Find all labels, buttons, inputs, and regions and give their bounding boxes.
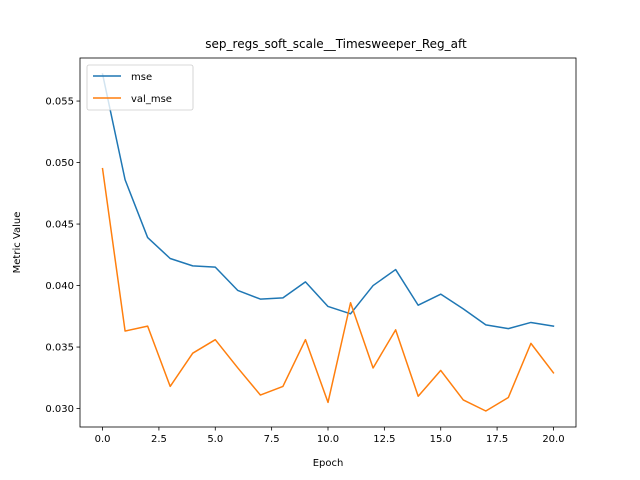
- x-tick-label: 2.5: [151, 434, 167, 445]
- x-axis-label: Epoch: [313, 458, 344, 469]
- x-tick-label: 15.0: [430, 434, 452, 445]
- x-axis-ticks: 0.0 2.5 5.0 7.5 10.0 12.5 15.0 17.5 20.0: [95, 427, 565, 445]
- series-line-val-mse: [101, 167, 555, 412]
- x-tick-label: 17.5: [486, 434, 508, 445]
- legend: mse val_mse: [86, 64, 194, 111]
- x-tick-label: 20.0: [542, 434, 564, 445]
- y-tick-label: 0.040: [45, 281, 74, 292]
- plot-frame: [79, 57, 577, 428]
- x-tick-label: 0.0: [95, 434, 111, 445]
- y-axis-label: Metric Value: [12, 212, 23, 274]
- y-tick-label: 0.030: [45, 404, 74, 415]
- y-tick-label: 0.055: [45, 97, 74, 108]
- x-tick-label: 10.0: [317, 434, 339, 445]
- y-tick-label: 0.035: [45, 343, 74, 354]
- legend-label-mse: mse: [131, 72, 152, 83]
- series-line-mse: [101, 73, 555, 330]
- chart-title: sep_regs_soft_scale__Timesweeper_Reg_aft: [205, 37, 467, 51]
- x-tick-label: 5.0: [207, 434, 223, 445]
- y-tick-label: 0.045: [45, 220, 74, 231]
- legend-label-val-mse: val_mse: [131, 94, 172, 105]
- x-tick-label: 7.5: [264, 434, 280, 445]
- x-tick-label: 12.5: [373, 434, 395, 445]
- y-axis-ticks: 0.030 0.035 0.040 0.045 0.050 0.055: [45, 97, 80, 415]
- series-layer: [101, 73, 555, 412]
- y-tick-label: 0.050: [45, 158, 74, 169]
